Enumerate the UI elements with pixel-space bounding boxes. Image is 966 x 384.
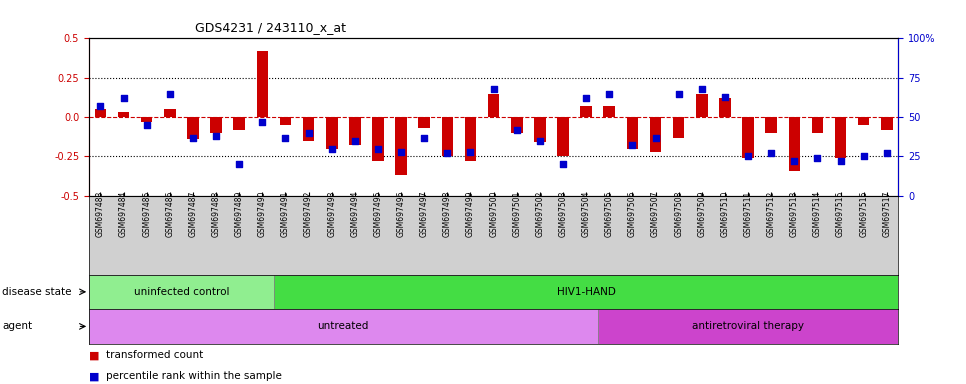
Text: untreated: untreated [318, 321, 369, 331]
Bar [581, 106, 592, 117]
Bar [858, 117, 869, 125]
Point [833, 158, 848, 164]
Point [717, 94, 732, 100]
Point [347, 138, 362, 144]
Bar [788, 117, 800, 170]
Bar [604, 106, 615, 117]
Point [463, 149, 478, 155]
Text: ■: ■ [89, 350, 99, 360]
Point [116, 95, 131, 101]
Bar [881, 117, 893, 130]
Point [209, 133, 224, 139]
Point [648, 134, 664, 141]
Point [278, 134, 294, 141]
Bar [673, 117, 685, 137]
Bar [650, 117, 662, 152]
Bar [164, 109, 176, 117]
Text: ■: ■ [89, 371, 99, 381]
Point [856, 154, 871, 160]
Bar [811, 117, 823, 133]
Text: disease state: disease state [2, 287, 71, 297]
Point [810, 155, 825, 161]
Bar [187, 117, 199, 139]
Point [579, 95, 594, 101]
Point [162, 91, 178, 97]
Point [232, 161, 247, 167]
Bar [372, 117, 384, 161]
Bar [257, 51, 269, 117]
Bar [598, 309, 898, 344]
Bar [765, 117, 777, 133]
Bar [557, 117, 569, 157]
Point [879, 150, 895, 156]
Bar [141, 117, 153, 122]
Text: GDS4231 / 243110_x_at: GDS4231 / 243110_x_at [195, 21, 346, 34]
Bar [441, 117, 453, 157]
Bar [488, 94, 499, 117]
Bar [742, 117, 753, 158]
Bar [719, 98, 730, 117]
Text: transformed count: transformed count [106, 350, 204, 360]
Bar [465, 117, 476, 161]
Point [139, 122, 155, 128]
Point [671, 91, 687, 97]
Bar [835, 117, 846, 158]
Point [625, 142, 640, 149]
Point [416, 134, 432, 141]
Text: agent: agent [2, 321, 32, 331]
Bar [118, 113, 129, 117]
Bar [534, 117, 546, 142]
Point [786, 158, 802, 164]
Point [509, 127, 525, 133]
Text: antiretroviral therapy: antiretroviral therapy [692, 321, 804, 331]
Text: percentile rank within the sample: percentile rank within the sample [106, 371, 282, 381]
Point [763, 150, 779, 156]
Point [602, 91, 617, 97]
Bar [326, 117, 337, 149]
Bar [511, 117, 523, 133]
Point [532, 138, 548, 144]
Bar [418, 117, 430, 128]
Point [370, 146, 385, 152]
Text: uninfected control: uninfected control [133, 287, 229, 297]
Bar [696, 94, 707, 117]
Text: HIV1-HAND: HIV1-HAND [556, 287, 615, 297]
Point [255, 119, 270, 125]
Bar [234, 117, 245, 130]
Point [185, 134, 201, 141]
Bar [89, 309, 598, 344]
Point [440, 150, 455, 156]
Point [740, 154, 755, 160]
Bar [280, 117, 292, 125]
Bar [349, 117, 360, 146]
Point [300, 130, 316, 136]
Bar [211, 117, 222, 133]
Bar [95, 109, 106, 117]
Point [486, 86, 501, 92]
Bar [302, 117, 314, 141]
Point [555, 161, 571, 167]
Point [694, 86, 709, 92]
Point [324, 146, 339, 152]
Point [93, 103, 108, 109]
Point [393, 149, 409, 155]
Bar [274, 275, 898, 309]
Bar [627, 117, 639, 149]
Bar [89, 275, 274, 309]
Bar [395, 117, 407, 175]
